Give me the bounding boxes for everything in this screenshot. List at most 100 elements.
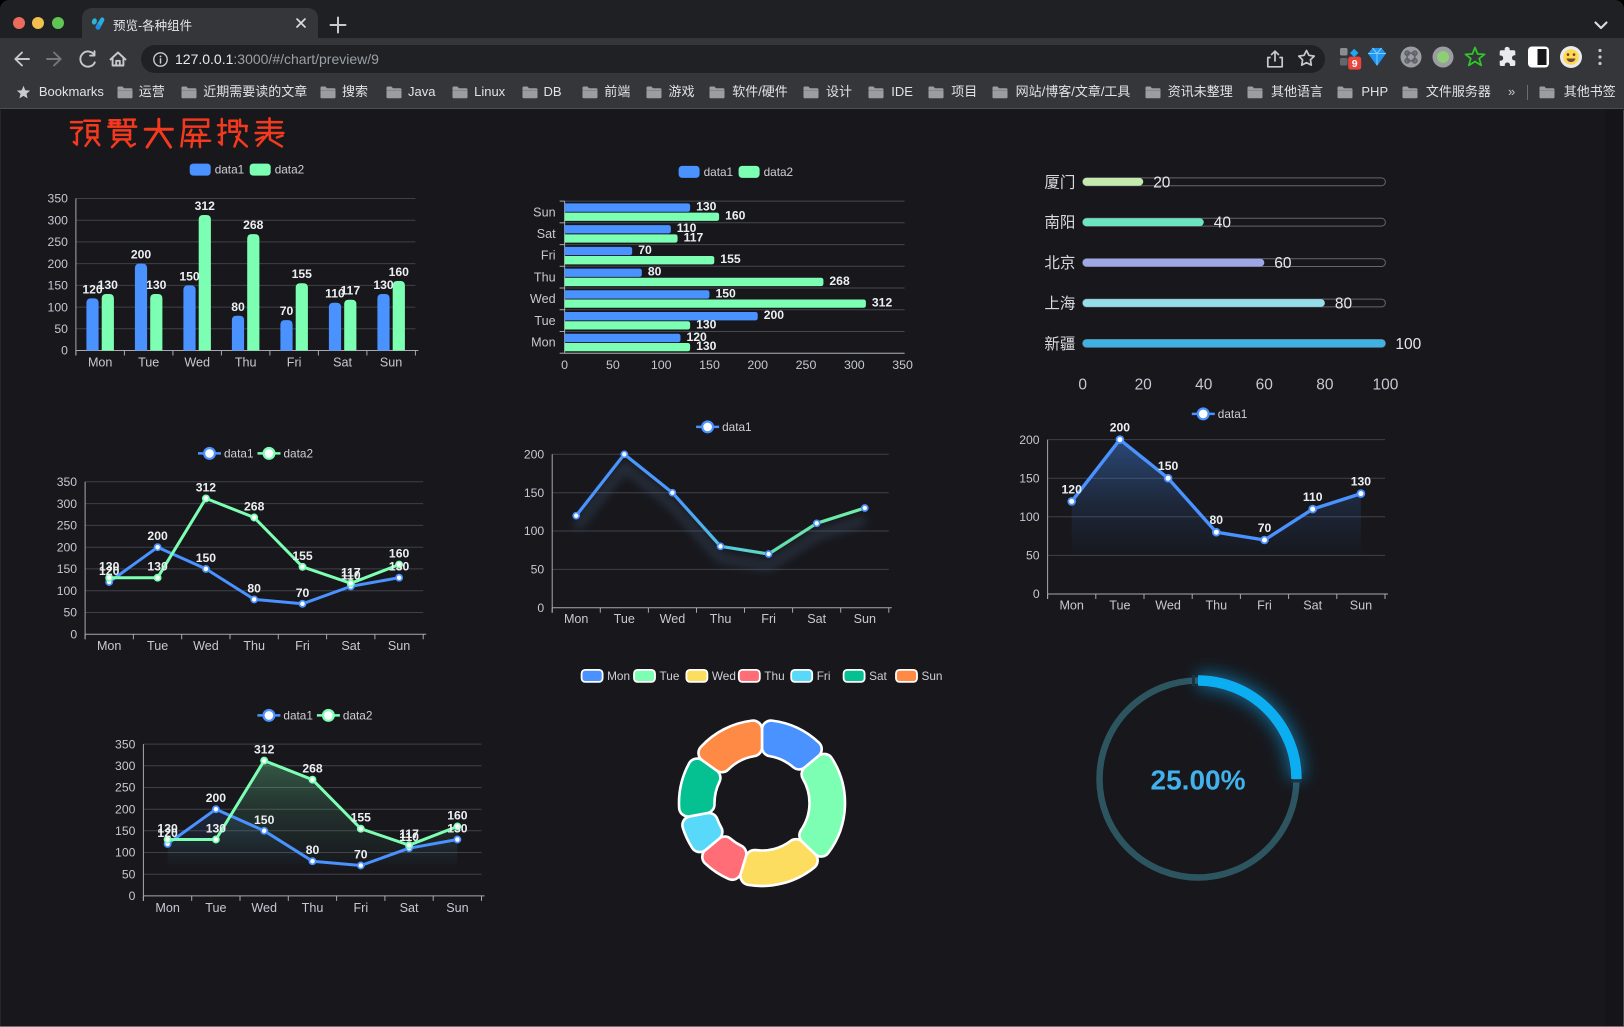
svg-text:70: 70 — [1258, 521, 1272, 535]
svg-text:200: 200 — [524, 447, 545, 461]
svg-text:268: 268 — [243, 218, 264, 232]
svg-text:150: 150 — [1019, 471, 1040, 485]
svg-text:150: 150 — [254, 812, 275, 826]
svg-text:150: 150 — [524, 485, 545, 499]
svg-text:80: 80 — [306, 843, 320, 857]
svg-text:Sat: Sat — [1303, 598, 1322, 612]
svg-text:Tue: Tue — [138, 355, 159, 369]
svg-text:100: 100 — [57, 583, 78, 597]
svg-text:新疆: 新疆 — [1044, 334, 1075, 352]
svg-text:Wed: Wed — [660, 612, 686, 626]
svg-text:117: 117 — [684, 230, 704, 244]
svg-text:150: 150 — [699, 358, 720, 372]
svg-text:60: 60 — [1274, 255, 1292, 272]
svg-text:50: 50 — [64, 605, 78, 619]
svg-text:data2: data2 — [764, 164, 794, 178]
svg-text:0: 0 — [1033, 587, 1040, 601]
svg-text:70: 70 — [280, 304, 294, 318]
svg-text:Sat: Sat — [333, 355, 352, 369]
svg-text:160: 160 — [389, 546, 410, 560]
svg-text:Fri: Fri — [1257, 598, 1272, 612]
svg-text:155: 155 — [720, 252, 741, 266]
svg-text:100: 100 — [1372, 376, 1398, 393]
svg-text:150: 150 — [48, 278, 69, 292]
svg-text:上海: 上海 — [1044, 294, 1075, 312]
svg-text:data1: data1 — [224, 446, 254, 460]
svg-text:155: 155 — [351, 810, 372, 824]
svg-text:Mon: Mon — [88, 355, 113, 369]
svg-text:150: 150 — [115, 824, 136, 838]
svg-text:50: 50 — [122, 867, 136, 881]
svg-text:130: 130 — [99, 559, 120, 573]
svg-text:Thu: Thu — [764, 668, 784, 682]
svg-text:Mon: Mon — [155, 900, 180, 914]
svg-text:50: 50 — [531, 562, 545, 576]
svg-text:312: 312 — [195, 199, 216, 213]
svg-text:Mon: Mon — [564, 612, 589, 626]
svg-text:130: 130 — [696, 339, 717, 353]
svg-text:Thu: Thu — [710, 612, 732, 626]
svg-text:117: 117 — [340, 283, 360, 297]
svg-text:80: 80 — [1335, 295, 1353, 312]
svg-text:100: 100 — [115, 845, 136, 859]
svg-text:0: 0 — [70, 627, 77, 641]
svg-text:312: 312 — [872, 295, 893, 309]
svg-text:50: 50 — [54, 322, 68, 336]
svg-text:110: 110 — [341, 568, 361, 582]
svg-text:350: 350 — [48, 191, 69, 205]
svg-text:Wed: Wed — [193, 639, 219, 653]
svg-text:100: 100 — [1395, 335, 1421, 352]
svg-text:Sun: Sun — [533, 205, 555, 219]
svg-text:Fri: Fri — [761, 612, 776, 626]
svg-text:100: 100 — [524, 524, 545, 538]
svg-text:130: 130 — [696, 199, 717, 213]
svg-text:Sun: Sun — [854, 612, 876, 626]
svg-text:Tue: Tue — [1109, 598, 1130, 612]
svg-text:Tue: Tue — [147, 639, 168, 653]
svg-text:100: 100 — [1019, 510, 1040, 524]
svg-text:Tue: Tue — [534, 313, 555, 327]
svg-text:50: 50 — [606, 358, 620, 372]
svg-text:25.00%: 25.00% — [1151, 764, 1246, 795]
svg-text:0: 0 — [129, 889, 136, 903]
svg-text:Fri: Fri — [817, 668, 831, 682]
svg-text:117: 117 — [399, 827, 419, 841]
svg-text:120: 120 — [157, 825, 178, 839]
svg-text:80: 80 — [231, 299, 245, 313]
svg-text:155: 155 — [292, 267, 313, 281]
svg-text:50: 50 — [1026, 548, 1040, 562]
svg-text:200: 200 — [131, 247, 152, 261]
svg-text:200: 200 — [1110, 420, 1131, 434]
svg-text:250: 250 — [115, 780, 136, 794]
svg-text:130: 130 — [157, 821, 178, 835]
svg-text:Thu: Thu — [243, 639, 265, 653]
svg-text:Sat: Sat — [869, 668, 887, 682]
svg-text:200: 200 — [1019, 432, 1040, 446]
svg-text:120: 120 — [1062, 482, 1083, 496]
svg-text:250: 250 — [48, 235, 69, 249]
svg-text:300: 300 — [57, 496, 78, 510]
svg-text:268: 268 — [302, 761, 323, 775]
svg-text:150: 150 — [196, 550, 217, 564]
svg-text:200: 200 — [206, 791, 227, 805]
svg-text:160: 160 — [447, 808, 468, 822]
svg-text:40: 40 — [1214, 214, 1232, 231]
svg-text:Sun: Sun — [446, 900, 468, 914]
svg-text:0: 0 — [61, 343, 68, 357]
svg-text:Mon: Mon — [607, 668, 630, 682]
svg-text:155: 155 — [292, 548, 313, 562]
svg-text:312: 312 — [254, 742, 275, 756]
svg-text:268: 268 — [829, 273, 850, 287]
svg-text:300: 300 — [115, 759, 136, 773]
svg-text:Thu: Thu — [235, 355, 257, 369]
svg-text:350: 350 — [892, 358, 913, 372]
svg-text:200: 200 — [115, 802, 136, 816]
svg-text:Wed: Wed — [1155, 598, 1181, 612]
svg-text:Sat: Sat — [807, 612, 826, 626]
svg-text:130: 130 — [206, 821, 227, 835]
svg-text:130: 130 — [146, 278, 167, 292]
svg-text:350: 350 — [115, 737, 136, 751]
svg-text:268: 268 — [244, 499, 265, 513]
svg-text:Tue: Tue — [205, 900, 226, 914]
svg-text:150: 150 — [716, 286, 737, 300]
